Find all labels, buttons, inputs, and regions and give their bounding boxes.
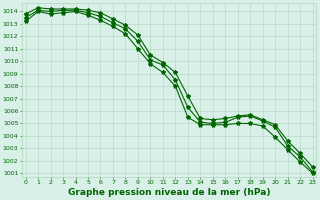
X-axis label: Graphe pression niveau de la mer (hPa): Graphe pression niveau de la mer (hPa) bbox=[68, 188, 270, 197]
